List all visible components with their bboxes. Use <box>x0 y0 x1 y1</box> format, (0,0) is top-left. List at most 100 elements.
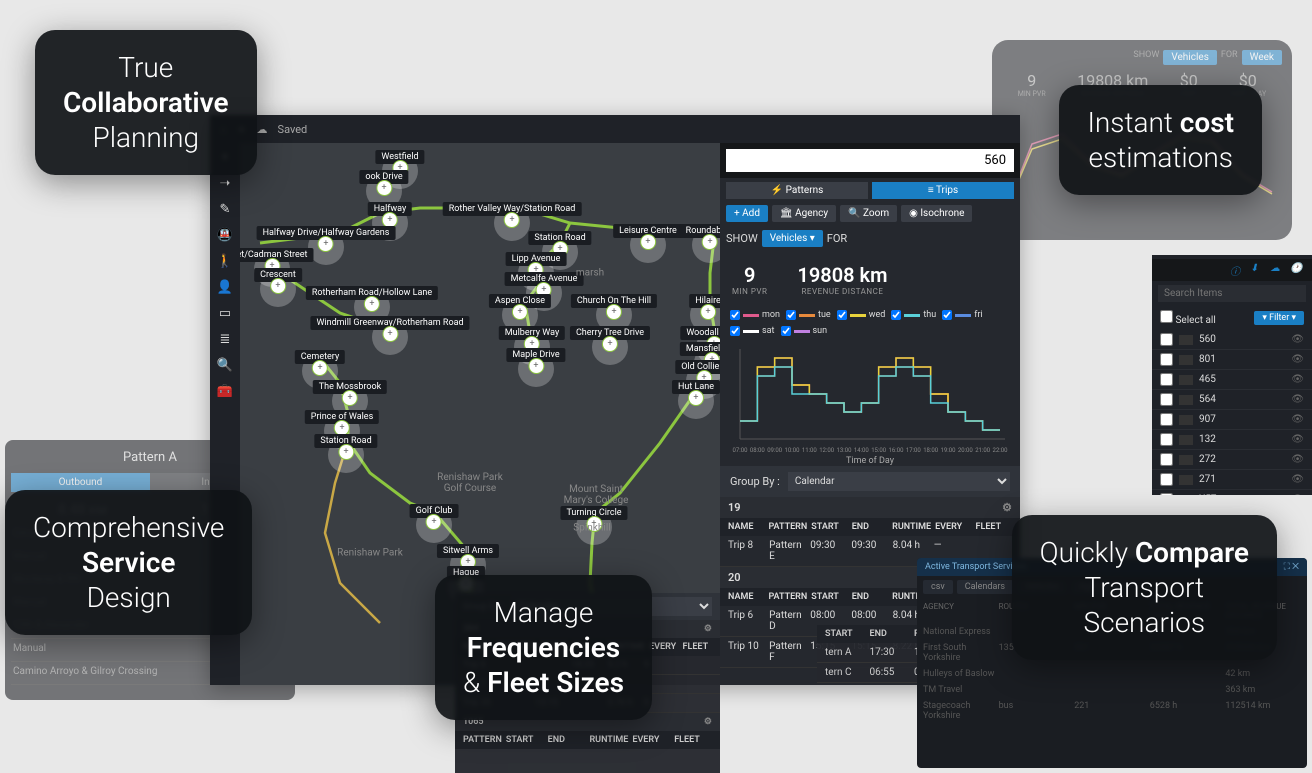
route-icon[interactable]: ➝ <box>217 175 233 191</box>
eye-icon[interactable]: 👁 <box>1291 434 1304 445</box>
pencil-icon[interactable]: ✎ <box>217 201 233 217</box>
map-stop[interactable]: Westfield <box>375 150 424 164</box>
list-item[interactable]: X57👁 <box>1152 490 1312 495</box>
list-item[interactable]: 272👁 <box>1152 450 1312 470</box>
patterns-tab[interactable]: ⚡ Patterns <box>726 182 868 199</box>
route-search-input[interactable] <box>726 149 1014 172</box>
gear-icon[interactable]: ⚙ <box>704 624 712 634</box>
layers-icon[interactable]: ≣ <box>217 331 233 347</box>
map-stop[interactable]: Cemetery <box>295 350 345 364</box>
svg-text:16:00: 16:00 <box>889 447 905 454</box>
eye-icon[interactable]: 👁 <box>1291 414 1304 425</box>
ats-row[interactable]: Stagecoach Yorkshirebus2216528 h112514 k… <box>917 698 1307 724</box>
eye-icon[interactable]: 👁 <box>1291 354 1304 365</box>
map-stop[interactable]: Crescent <box>254 268 302 282</box>
eye-icon[interactable]: 👁 <box>1291 394 1304 405</box>
map-stop[interactable]: Halfway Drive/Halfway Gardens <box>257 226 396 240</box>
map-label: Renishaw Park <box>337 548 403 559</box>
map-stop[interactable]: Woodall Road <box>680 326 720 340</box>
map-stop[interactable]: Hilaire <box>689 294 720 308</box>
list-item[interactable]: 907👁 <box>1152 410 1312 430</box>
eye-icon[interactable]: 👁 <box>1291 494 1304 495</box>
map-stop[interactable]: Sitwell Arms <box>437 544 499 558</box>
list-item[interactable]: 132👁 <box>1152 430 1312 450</box>
list-item[interactable]: 560👁 <box>1152 330 1312 350</box>
add-button[interactable]: + Add <box>726 205 768 222</box>
ats-row[interactable]: TM Travel363 km <box>917 682 1307 698</box>
map-stop[interactable]: Halfway <box>368 202 412 216</box>
map-stop[interactable]: Mulberry Way <box>499 326 565 340</box>
info-icon[interactable]: ⓘ <box>1230 263 1244 277</box>
map-stop[interactable]: Roundabout <box>680 224 720 238</box>
list-item[interactable]: 801👁 <box>1152 350 1312 370</box>
train-icon[interactable]: 🚇 <box>217 227 233 243</box>
map-stop[interactable]: Station Road <box>528 231 591 245</box>
select-all[interactable]: Select all <box>1160 310 1216 326</box>
legend-sun[interactable]: sun <box>781 326 828 336</box>
map-stop[interactable]: Mansfield Ro <box>680 342 720 356</box>
ats-tab[interactable]: Calendars <box>957 580 1013 594</box>
map-stop[interactable]: Old Colliery <box>675 360 720 374</box>
legend-fri[interactable]: fri <box>942 310 982 320</box>
map-stop[interactable]: et/Cadman Street <box>240 248 314 262</box>
legend-mon[interactable]: mon <box>730 310 780 320</box>
week-pill[interactable]: Week <box>1242 50 1282 65</box>
ats-close[interactable]: ⛶ ✕ <box>1284 562 1299 572</box>
walk-icon[interactable]: 🚶 <box>217 253 233 269</box>
legend-sat[interactable]: sat <box>730 326 775 336</box>
map-stop[interactable]: Maple Drive <box>506 348 565 362</box>
cloud-icon-2[interactable]: ☁ <box>1270 263 1284 277</box>
card-icon[interactable]: ▭ <box>217 305 233 321</box>
map-stop[interactable]: Church On The Hill <box>571 294 657 308</box>
revenue-distance-label: REVENUE DISTANCE <box>797 287 887 296</box>
card-collaborative: True Collaborative Planning <box>35 30 257 175</box>
map-stop[interactable]: The Mossbrook <box>313 380 387 394</box>
map-stop[interactable]: Station Road <box>314 434 377 448</box>
zoom-button[interactable]: 🔍 Zoom <box>840 205 897 222</box>
map-stop[interactable]: Rotherham Road/Hollow Lane <box>306 286 438 300</box>
eye-icon[interactable]: 👁 <box>1291 334 1304 345</box>
map-stop[interactable]: ook Drive <box>359 170 408 184</box>
groupby-select[interactable]: Calendar <box>788 472 1010 491</box>
agency-button[interactable]: 🏛 Agency <box>772 205 836 222</box>
items-search[interactable] <box>1158 285 1306 302</box>
list-item[interactable]: 465👁 <box>1152 370 1312 390</box>
download-icon[interactable]: ⬇ <box>1250 263 1264 277</box>
map-stop[interactable]: Lipp Avenue <box>506 252 567 266</box>
map-stop[interactable]: Metcalfe Avenue <box>505 272 584 286</box>
list-item[interactable]: 271👁 <box>1152 470 1312 490</box>
search-icon[interactable]: 🔍 <box>217 357 233 373</box>
map-stop[interactable]: Cherry Tree Drive <box>570 326 650 340</box>
person-icon[interactable]: 👤 <box>217 279 233 295</box>
vehicles-pill[interactable]: Vehicles <box>1163 50 1217 65</box>
svg-text:22:00: 22:00 <box>993 447 1009 454</box>
map-stop[interactable]: Rother Valley Way/Station Road <box>443 202 582 216</box>
trips-tab[interactable]: ≡ Trips <box>872 182 1014 199</box>
isochrone-button[interactable]: ◉ Isochrone <box>901 205 972 222</box>
eye-icon[interactable]: 👁 <box>1291 454 1304 465</box>
map-stop[interactable]: Windmill Greenway/Rotherham Road <box>310 316 469 330</box>
map-stop[interactable]: Prince of Wales <box>305 410 379 424</box>
eye-icon[interactable]: 👁 <box>1291 474 1304 485</box>
clock-icon[interactable]: 🕐 <box>1290 263 1304 277</box>
ats-row[interactable]: Hulleys of Baslow42 km <box>917 666 1307 682</box>
vehicles-dropdown[interactable]: Vehicles ▾ <box>762 230 823 247</box>
map-stop[interactable]: Aspen Close <box>489 294 551 308</box>
group-19[interactable]: 19⚙ <box>720 497 1020 518</box>
toolbox-icon[interactable]: 🧰 <box>217 383 233 399</box>
legend-tue[interactable]: tue <box>786 310 831 320</box>
map-stop[interactable]: Turning Circle <box>560 506 627 520</box>
filter-button[interactable]: ▾ Filter ▾ <box>1254 311 1304 325</box>
legend-thu[interactable]: thu <box>891 310 936 320</box>
gear-icon-2[interactable]: ⚙ <box>704 717 712 727</box>
svg-text:09:00: 09:00 <box>767 447 783 454</box>
ats-tab[interactable]: csv <box>923 580 953 594</box>
map-stop[interactable]: Leisure Centre <box>613 224 683 238</box>
eye-icon[interactable]: 👁 <box>1291 374 1304 385</box>
map-stop[interactable]: Hut Lane <box>672 380 720 394</box>
list-item[interactable]: 564👁 <box>1152 390 1312 410</box>
map-stop[interactable]: Golf Club <box>410 504 459 518</box>
gear-icon[interactable]: ⚙ <box>1002 501 1012 514</box>
map-label: Spinkhill <box>573 523 610 534</box>
legend-wed[interactable]: wed <box>837 310 886 320</box>
